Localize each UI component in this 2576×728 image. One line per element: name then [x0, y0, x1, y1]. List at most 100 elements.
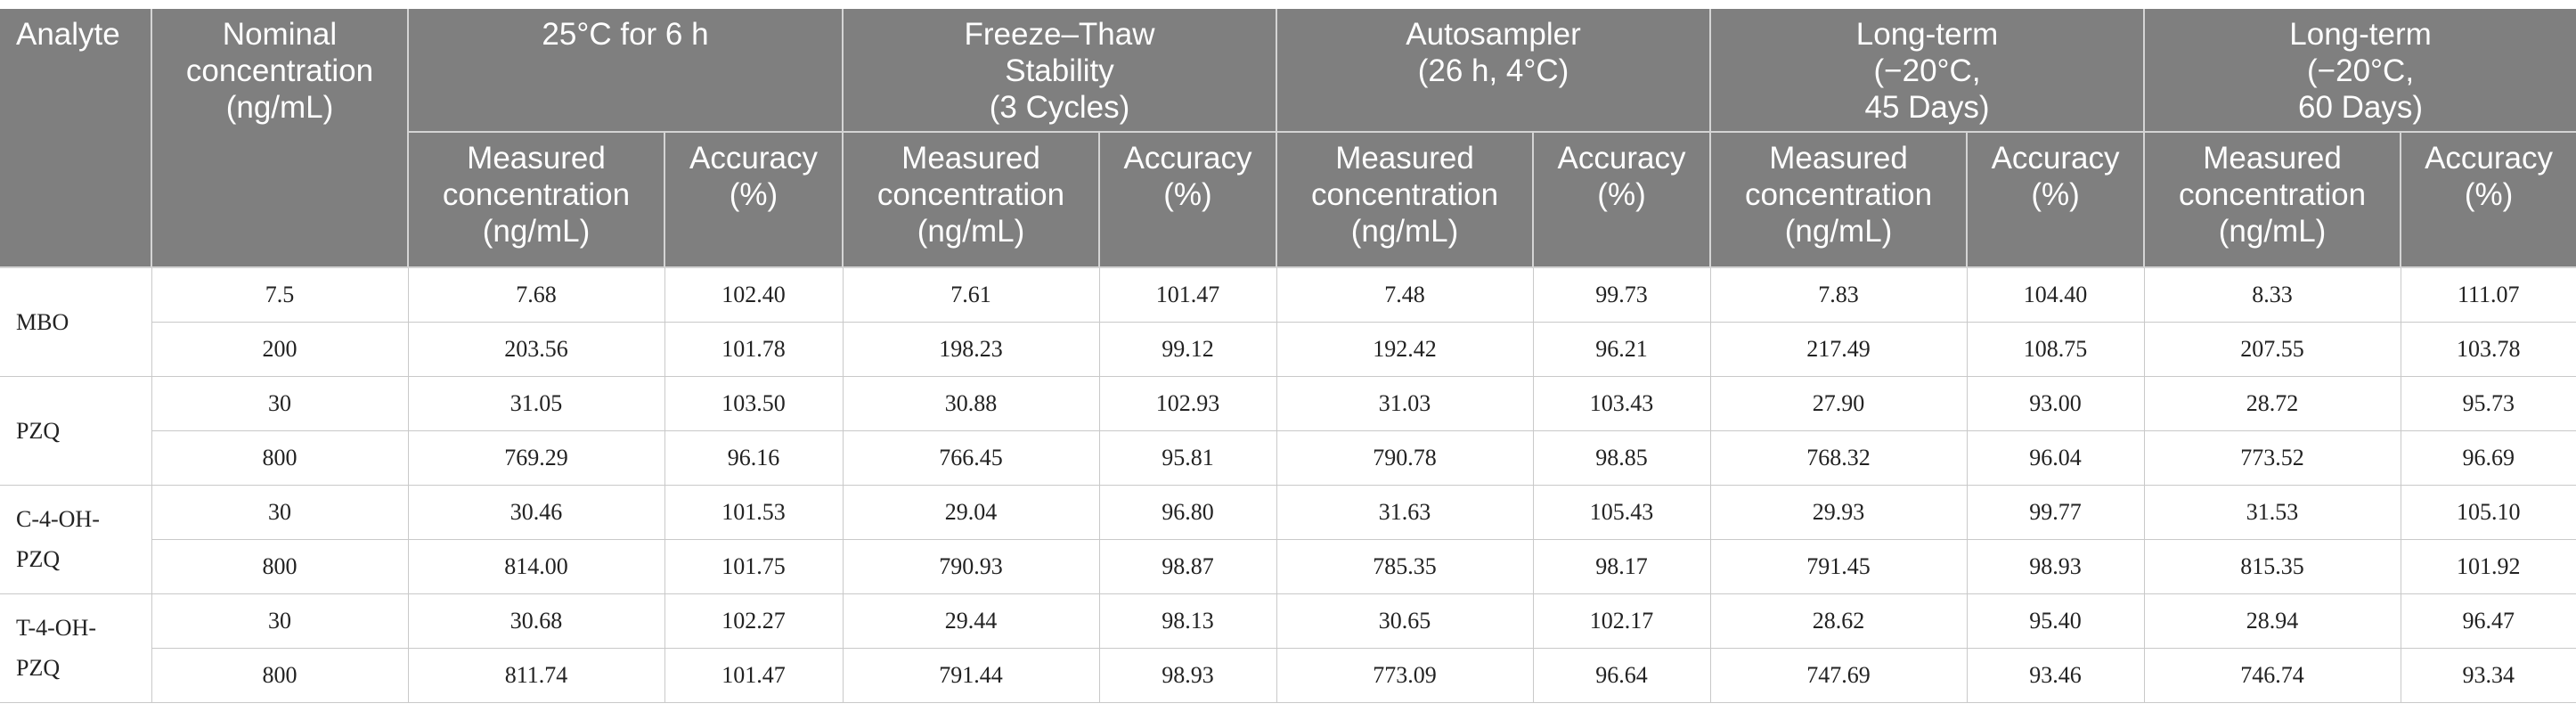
header-nominal-concentration: Nominal concentration (ng/mL) — [151, 9, 409, 268]
measured-cell: 7.48 — [1276, 267, 1534, 323]
measured-cell: 30.68 — [408, 593, 665, 649]
measured-cell: 785.35 — [1276, 539, 1534, 594]
accuracy-cell: 96.16 — [664, 430, 844, 486]
analyte-cell: PZQ — [0, 376, 152, 486]
measured-cell: 30.46 — [408, 485, 665, 540]
accuracy-cell: 95.73 — [2401, 376, 2576, 431]
header-group-long-term-45: Long-term (−20°C, 45 Days) — [1710, 9, 2146, 133]
measured-cell: 773.09 — [1276, 648, 1534, 703]
table-row: MBO 7.5 7.68 102.40 7.61 101.47 7.48 99.73 7.83 1… — [0, 267, 2576, 377]
header-accuracy: Accuracy (%) — [664, 132, 844, 268]
accuracy-cell: 93.46 — [1967, 648, 2145, 703]
accuracy-cell: 96.47 — [2401, 593, 2576, 649]
nominal-cell: 800 — [151, 648, 409, 703]
accuracy-cell: 98.87 — [1099, 539, 1277, 594]
measured-cell: 28.72 — [2144, 376, 2401, 431]
measured-cell: 746.74 — [2144, 648, 2401, 703]
measured-cell: 29.44 — [843, 593, 1100, 649]
nominal-cell: 800 — [151, 430, 409, 486]
accuracy-cell: 99.12 — [1099, 322, 1277, 377]
nominal-cell: 30 — [151, 376, 409, 431]
measured-cell: 791.44 — [843, 648, 1100, 703]
measured-cell: 769.29 — [408, 430, 665, 486]
accuracy-cell: 95.81 — [1099, 430, 1277, 486]
measured-cell: 31.03 — [1276, 376, 1534, 431]
measured-cell: 207.55 — [2144, 322, 2401, 377]
measured-cell: 790.93 — [843, 539, 1100, 594]
header-analyte: Analyte — [0, 9, 152, 268]
header-measured: Measured concentration (ng/mL) — [2144, 132, 2402, 268]
header-group-long-term-60: Long-term (−20°C, 60 Days) — [2144, 9, 2576, 133]
measured-cell: 31.05 — [408, 376, 665, 431]
measured-cell: 217.49 — [1710, 322, 1968, 377]
header-accuracy: Accuracy (%) — [2401, 132, 2576, 268]
measured-cell: 791.45 — [1710, 539, 1968, 594]
nominal-cell: 30 — [151, 593, 409, 649]
accuracy-cell: 98.93 — [1099, 648, 1277, 703]
measured-cell: 29.93 — [1710, 485, 1968, 540]
analyte-cell: T-4-OH- PZQ — [0, 593, 152, 703]
header-measured: Measured concentration (ng/mL) — [408, 132, 665, 268]
measured-cell: 811.74 — [408, 648, 665, 703]
analyte-cell: C-4-OH- PZQ — [0, 485, 152, 594]
measured-cell: 8.33 — [2144, 267, 2401, 323]
measured-cell: 790.78 — [1276, 430, 1534, 486]
measured-cell: 814.00 — [408, 539, 665, 594]
table-row: PZQ 30 31.05 103.50 30.88 102.93 31.03 103.43 27… — [0, 376, 2576, 486]
measured-cell: 27.90 — [1710, 376, 1968, 431]
measured-cell: 7.61 — [843, 267, 1100, 323]
accuracy-cell: 101.53 — [664, 485, 844, 540]
accuracy-cell: 101.75 — [664, 539, 844, 594]
table-row: T-4-OH- PZQ 30 30.68 102.27 29.44 98.13 30.65 1… — [0, 593, 2576, 703]
measured-cell: 815.35 — [2144, 539, 2401, 594]
accuracy-cell: 103.43 — [1533, 376, 1711, 431]
table-row: 200 203.56 101.78 198.23 99.12 192.42 96.21 217… — [0, 322, 2576, 377]
header-measured: Measured concentration (ng/mL) — [1710, 132, 1969, 268]
measured-cell: 203.56 — [408, 322, 665, 377]
measured-cell: 773.52 — [2144, 430, 2401, 486]
accuracy-cell: 105.43 — [1533, 485, 1711, 540]
accuracy-cell: 102.27 — [664, 593, 844, 649]
table-row: C-4-OH- PZQ 30 30.46 101.53 29.04 96.80 31.63 1… — [0, 485, 2576, 594]
measured-cell: 31.53 — [2144, 485, 2401, 540]
header-measured: Measured concentration (ng/mL) — [1276, 132, 1535, 268]
accuracy-cell: 101.47 — [664, 648, 844, 703]
measured-cell: 7.83 — [1710, 267, 1968, 323]
accuracy-cell: 111.07 — [2401, 267, 2576, 323]
accuracy-cell: 98.93 — [1967, 539, 2145, 594]
measured-cell: 768.32 — [1710, 430, 1968, 486]
analyte-cell: MBO — [0, 267, 152, 377]
table-body: MBO 7.5 7.68 102.40 7.61 101.47 7.48 99.73 7.83 1… — [0, 267, 2576, 703]
table-row: 800 814.00 101.75 790.93 98.87 785.35 98.17 791… — [0, 539, 2576, 594]
measured-cell: 7.68 — [408, 267, 665, 323]
accuracy-cell: 101.47 — [1099, 267, 1277, 323]
accuracy-cell: 96.64 — [1533, 648, 1711, 703]
header-accuracy: Accuracy (%) — [1533, 132, 1712, 268]
measured-cell: 766.45 — [843, 430, 1100, 486]
accuracy-cell: 93.00 — [1967, 376, 2145, 431]
header-accuracy: Accuracy (%) — [1099, 132, 1278, 268]
accuracy-cell: 98.85 — [1533, 430, 1711, 486]
measured-cell: 30.88 — [843, 376, 1100, 431]
accuracy-cell: 98.13 — [1099, 593, 1277, 649]
header-group-25c-6h: 25°C for 6 h — [408, 9, 844, 133]
nominal-cell: 200 — [151, 322, 409, 377]
accuracy-cell: 105.10 — [2401, 485, 2576, 540]
accuracy-cell: 96.69 — [2401, 430, 2576, 486]
accuracy-cell: 104.40 — [1967, 267, 2145, 323]
measured-cell: 28.62 — [1710, 593, 1968, 649]
table-header: Analyte Nominal concentration (ng/mL) 25… — [0, 9, 2576, 268]
table-row: 800 769.29 96.16 766.45 95.81 790.78 98.85 768.… — [0, 430, 2576, 486]
accuracy-cell: 102.17 — [1533, 593, 1711, 649]
measured-cell: 30.65 — [1276, 593, 1534, 649]
accuracy-cell: 102.93 — [1099, 376, 1277, 431]
measured-cell: 747.69 — [1710, 648, 1968, 703]
accuracy-cell: 103.78 — [2401, 322, 2576, 377]
accuracy-cell: 93.34 — [2401, 648, 2576, 703]
header-accuracy: Accuracy (%) — [1967, 132, 2146, 268]
accuracy-cell: 99.73 — [1533, 267, 1711, 323]
nominal-cell: 800 — [151, 539, 409, 594]
header-group-freeze-thaw: Freeze–Thaw Stability (3 Cycles) — [843, 9, 1278, 133]
measured-cell: 198.23 — [843, 322, 1100, 377]
accuracy-cell: 103.50 — [664, 376, 844, 431]
